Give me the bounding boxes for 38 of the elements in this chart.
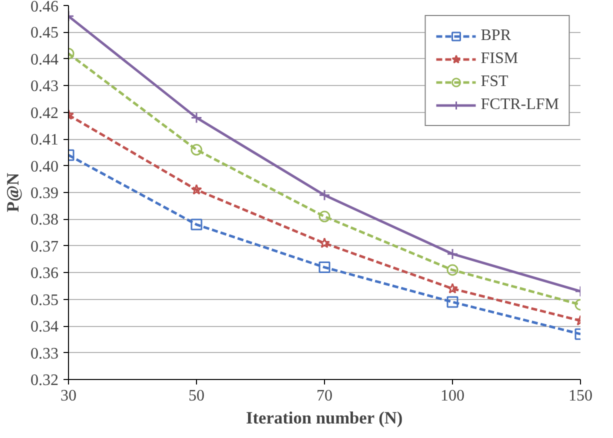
y-tick-label: 0.39	[30, 185, 58, 202]
legend-label: FISM	[480, 50, 518, 68]
point	[190, 218, 202, 230]
y-tick-label: 0.43	[30, 78, 58, 96]
y-tick-label: 0.37	[30, 238, 58, 256]
point	[446, 264, 458, 276]
legend-label: FCTR-LFM	[480, 96, 559, 114]
x-tick-label: 100	[440, 388, 464, 404]
y-tick-label: 0.42	[30, 104, 58, 122]
point	[318, 262, 330, 274]
x-tick-label: 70	[316, 388, 332, 404]
y-tick-label: 0.41	[30, 132, 58, 149]
point	[190, 144, 202, 156]
y-tick-label: 0.38	[30, 212, 58, 229]
y-tick-label: 0.35	[30, 292, 58, 309]
y-tick-label: 0.44	[30, 51, 58, 68]
point	[318, 189, 330, 201]
point	[446, 248, 458, 260]
point	[318, 238, 330, 248]
x-axis-title: Iteration number (N)	[246, 408, 403, 428]
y-tick-label: 0.34	[30, 318, 58, 336]
x-tick-label: 30	[60, 388, 76, 404]
y-axis-title: P@N	[4, 172, 22, 212]
legend-label: FST	[480, 73, 508, 91]
x-tick-label: 50	[188, 388, 204, 404]
x-tick-label: 150	[568, 388, 592, 404]
point	[318, 210, 330, 222]
y-tick-label: 0.40	[30, 158, 58, 176]
y-tick-label: 0.36	[30, 265, 58, 282]
y-tick-label: 0.46	[30, 0, 58, 16]
y-tick-label: 0.45	[30, 24, 58, 42]
point	[190, 112, 202, 124]
legend-label: BPR	[480, 27, 511, 45]
y-tick-label: 0.33	[30, 345, 58, 362]
point	[190, 184, 202, 195]
point	[446, 282, 458, 294]
point	[446, 296, 458, 308]
y-tick-label: 0.32	[30, 372, 58, 389]
